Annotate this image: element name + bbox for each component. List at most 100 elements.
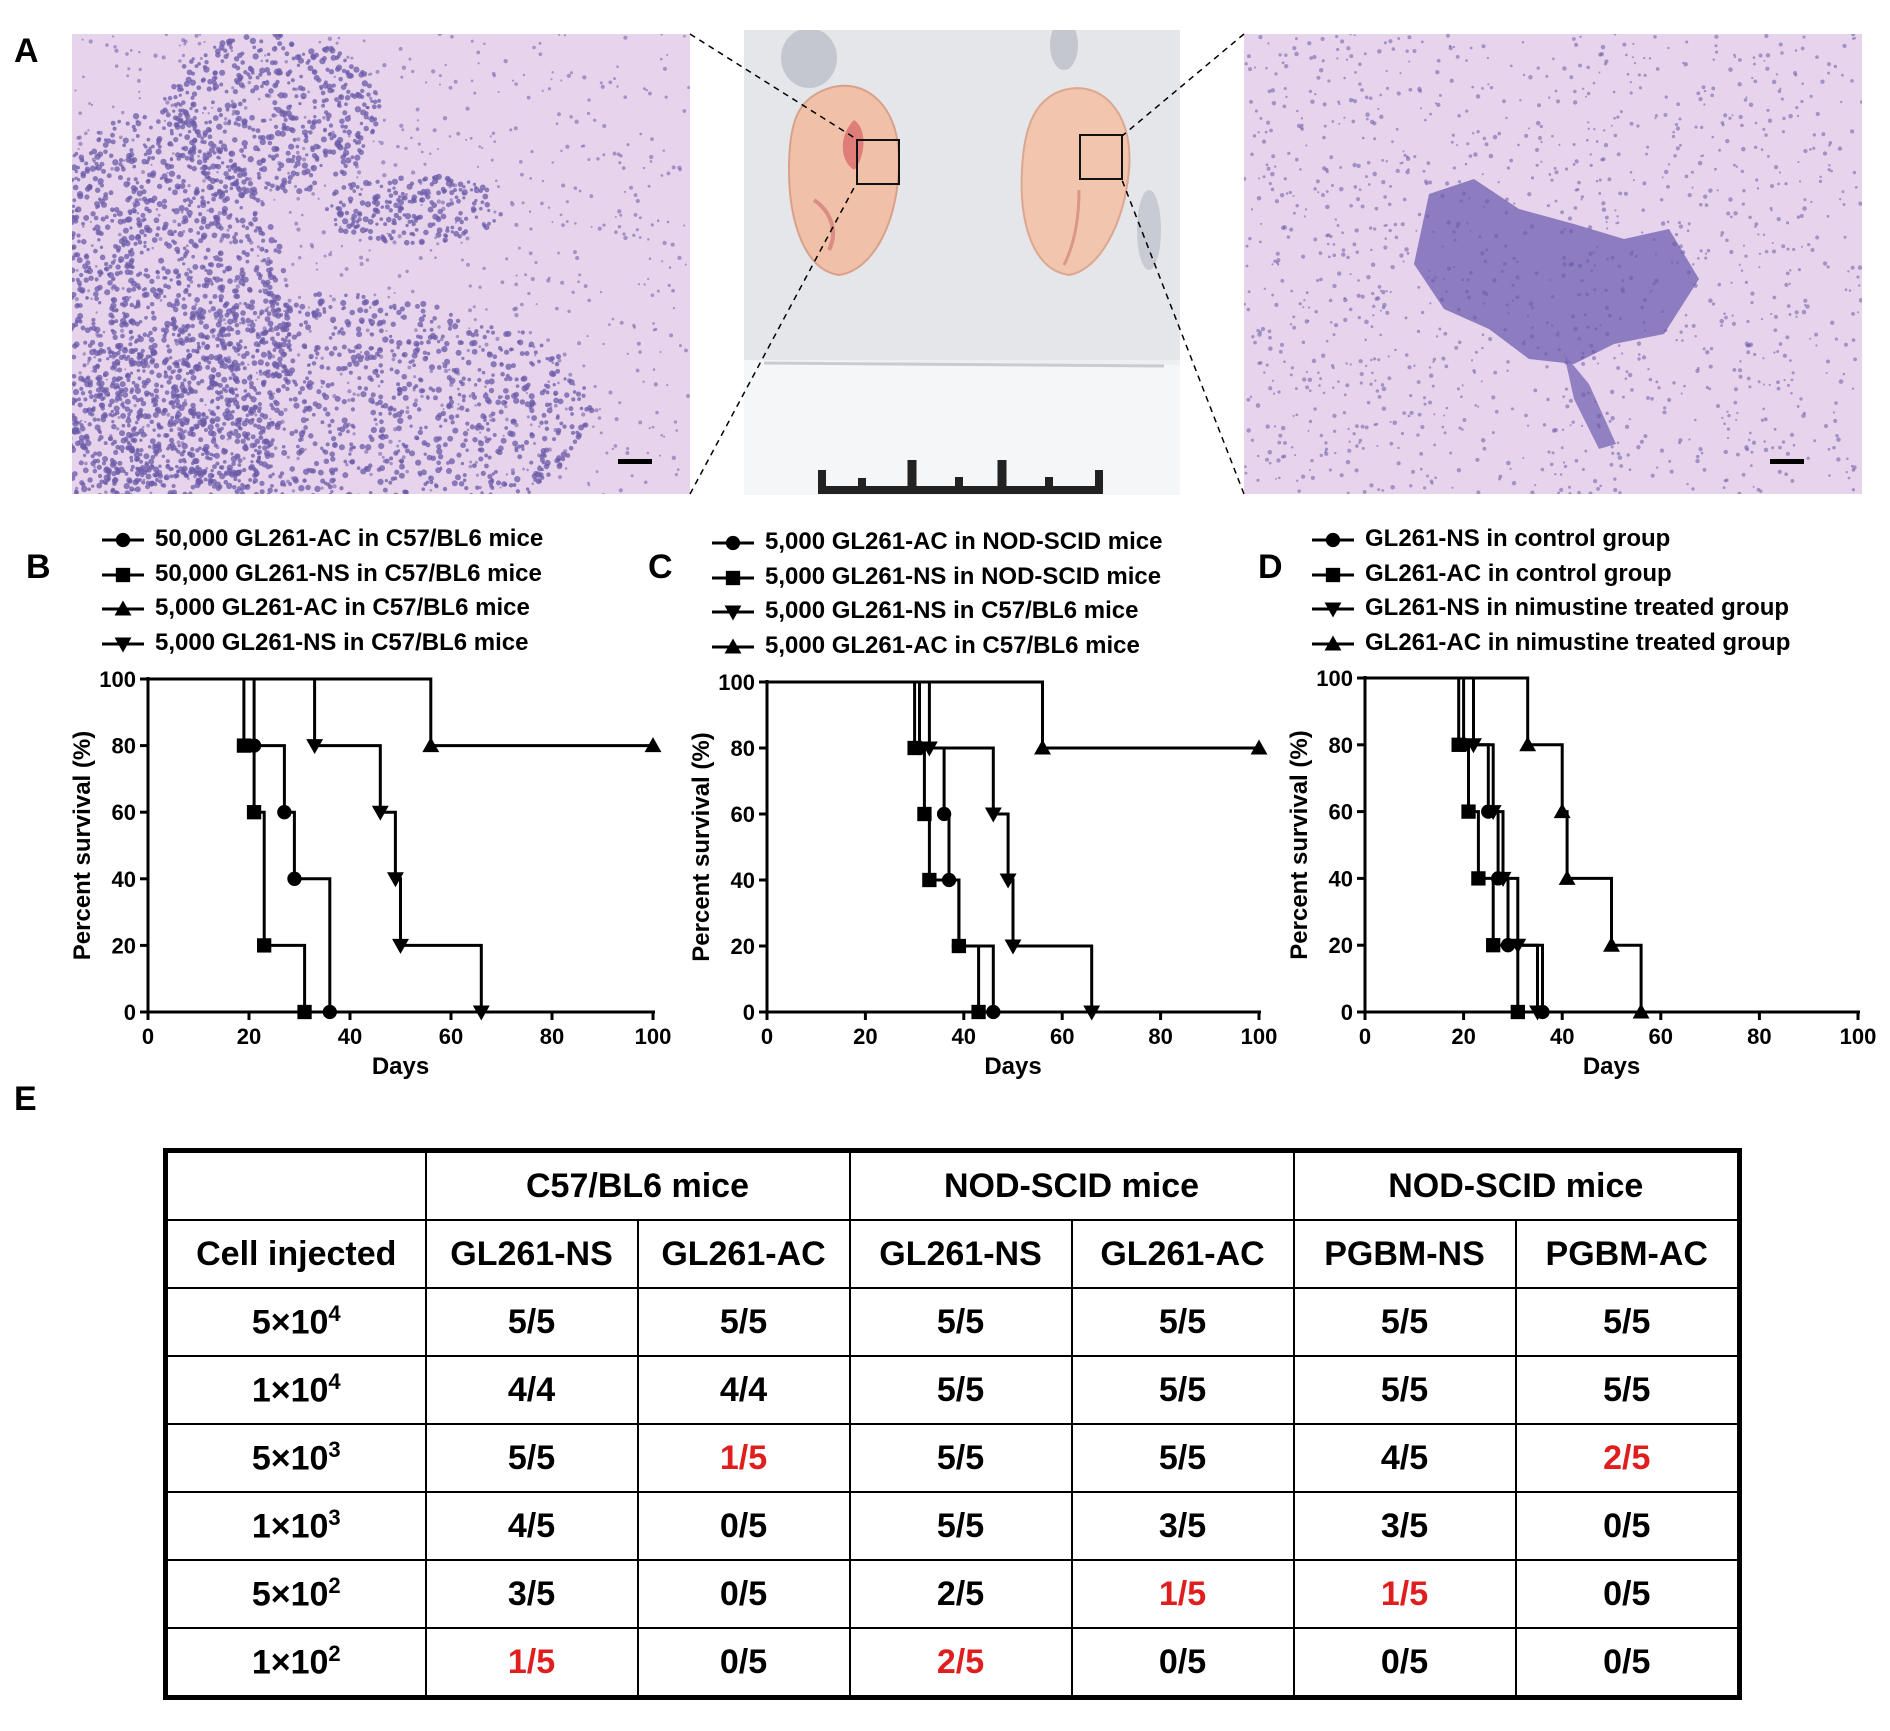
tumor-incidence-cell: 0/5 <box>636 1559 851 1629</box>
survival-point <box>1004 939 1022 955</box>
x-tick-label: 20 <box>1451 1024 1475 1049</box>
y-tick-label: 20 <box>112 933 136 958</box>
brain-photo-drawing <box>744 30 1180 495</box>
y-axis-label: Percent survival (%) <box>1286 730 1313 959</box>
legend-label: GL261-AC in control group <box>1365 559 1672 587</box>
survival-point <box>1603 936 1620 952</box>
column-group-header: NOD-SCID mice <box>848 1149 1295 1221</box>
legend-label: GL261-NS in nimustine treated group <box>1365 594 1790 621</box>
y-axis-label: Percent survival (%) <box>69 731 96 960</box>
tumor-incidence-cell: 4/5 <box>1292 1423 1517 1493</box>
x-tick-label: 20 <box>853 1024 877 1049</box>
cell-count-label: 5×102 <box>164 1559 427 1629</box>
cell-count-exponent: 2 <box>328 1573 341 1599</box>
x-tick-label: 0 <box>1359 1024 1371 1049</box>
x-tick-label: 0 <box>142 1024 154 1049</box>
survival-curve <box>148 677 483 1012</box>
survival-curve <box>767 680 1094 1012</box>
table-row: 1×103 4/5 0/5 5/5 3/5 3/5 0/5 <box>164 1491 1741 1561</box>
survival-curve <box>148 677 332 1012</box>
panel-label-a: A <box>14 32 39 70</box>
cell-count-label: 1×102 <box>164 1627 427 1699</box>
survival-point <box>984 807 1002 823</box>
tumor-incidence-cell: 3/5 <box>1292 1491 1517 1561</box>
legend-label: 5,000 GL261-AC in C57/BL6 mice <box>155 594 530 621</box>
cell-count-base: 1×10 <box>251 1643 329 1682</box>
x-axis-label: Days <box>984 1053 1041 1080</box>
legend-label: GL261-NS in control group <box>1365 525 1671 552</box>
cell-count-label: 1×104 <box>164 1355 427 1425</box>
table-corner-cell <box>164 1149 427 1221</box>
legend-marker <box>1325 567 1341 582</box>
survival-point <box>257 938 272 953</box>
x-tick-label: 40 <box>338 1024 362 1049</box>
histology-left-stain <box>72 34 690 494</box>
column-header: PGBM-AC <box>1514 1219 1741 1289</box>
survival-point <box>986 1004 1001 1020</box>
survival-point <box>472 1005 490 1021</box>
y-tick-label: 60 <box>112 800 136 825</box>
y-tick-label: 100 <box>1316 666 1353 691</box>
tumor-incidence-cell: 5/5 <box>1070 1355 1295 1425</box>
survival-point <box>371 805 389 821</box>
survival-point <box>920 741 938 757</box>
panel-label-b: B <box>26 548 51 586</box>
x-tick-label: 80 <box>540 1024 564 1049</box>
x-tick-label: 80 <box>1747 1024 1771 1049</box>
tumor-incidence-cell: 1/5 <box>636 1423 851 1493</box>
legend-marker <box>1325 532 1341 548</box>
histology-image-left <box>72 34 690 494</box>
tumor-incidence-cell: 5/5 <box>1292 1287 1517 1357</box>
tumor-incidence-cell: 5/5 <box>1070 1287 1295 1357</box>
panel-label-d: D <box>1258 548 1283 586</box>
y-tick-label: 100 <box>99 667 136 692</box>
cell-count-exponent: 2 <box>328 1641 341 1667</box>
table-row: 5×104 5/5 5/5 5/5 5/5 5/5 5/5 <box>164 1287 1741 1357</box>
y-tick-label: 80 <box>731 736 755 761</box>
cell-count-base: 5×10 <box>251 1575 329 1614</box>
survival-curve <box>1365 676 1539 1012</box>
survival-curve <box>148 677 307 1012</box>
legend-marker <box>725 535 741 551</box>
survival-curve <box>1365 676 1520 1012</box>
table-row: 5×102 3/5 0/5 2/5 1/5 1/5 0/5 <box>164 1559 1741 1629</box>
tumor-incidence-cell: 1/5 <box>424 1627 639 1699</box>
legend-label: 5,000 GL261-AC in C57/BL6 mice <box>765 631 1140 659</box>
survival-curve <box>767 680 981 1012</box>
cell-count-label: 5×104 <box>164 1287 427 1357</box>
cell-count-exponent: 4 <box>328 1301 341 1327</box>
tumor-incidence-cell: 2/5 <box>1514 1423 1741 1493</box>
tumor-incidence-cell: 0/5 <box>636 1627 851 1699</box>
survival-point <box>971 1004 986 1020</box>
column-header: PGBM-NS <box>1292 1219 1517 1289</box>
histology-right-stain <box>1244 34 1862 494</box>
legend-label: GL261-AC in nimustine treated group <box>1365 628 1791 656</box>
survival-curve <box>1365 676 1544 1012</box>
survival-point <box>644 737 662 753</box>
histology-image-right <box>1244 34 1862 494</box>
survival-point <box>322 1004 337 1020</box>
column-header: GL261-NS <box>424 1219 639 1289</box>
tumor-incidence-cell: 4/4 <box>636 1355 851 1425</box>
survival-curve <box>767 680 995 1012</box>
table-row: 1×102 1/5 0/5 2/5 0/5 0/5 0/5 <box>164 1627 1741 1699</box>
tumor-incidence-cell: 5/5 <box>848 1423 1073 1493</box>
survival-point <box>936 806 952 822</box>
survival-point <box>1465 738 1482 754</box>
tumor-incidence-cell: 4/5 <box>424 1491 639 1561</box>
legend-marker <box>114 600 132 616</box>
tumor-incidence-cell: 5/5 <box>1514 1287 1741 1357</box>
zoom-connector-lines <box>689 33 1245 495</box>
y-tick-label: 0 <box>743 1000 755 1025</box>
legend-marker <box>1324 635 1342 650</box>
survival-point <box>422 737 440 753</box>
survival-point <box>1519 736 1537 752</box>
y-tick-label: 40 <box>1329 866 1353 891</box>
y-tick-label: 40 <box>731 868 755 893</box>
survival-curve <box>767 680 1259 750</box>
panel-label-c: C <box>648 548 673 586</box>
tumor-incidence-cell: 0/5 <box>1514 1627 1741 1699</box>
survival-point <box>917 806 932 822</box>
tumor-incidence-cell: 2/5 <box>848 1559 1073 1629</box>
column-header: GL261-AC <box>1070 1219 1295 1289</box>
